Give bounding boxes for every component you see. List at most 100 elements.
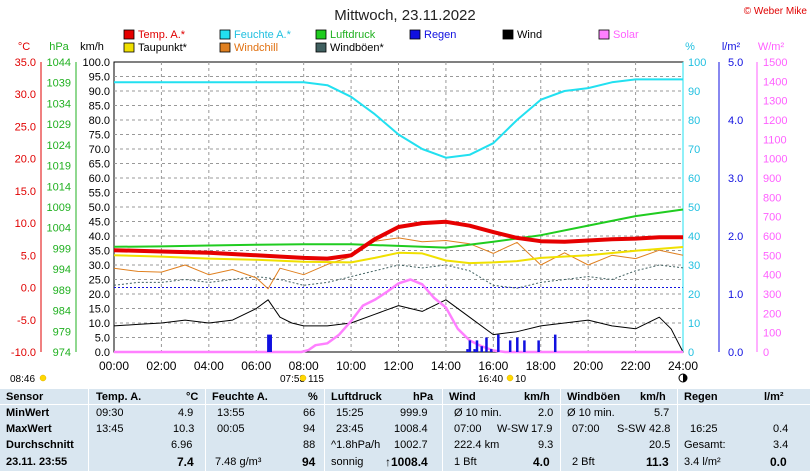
rain-bar xyxy=(480,346,483,352)
windboeen-max-dir: S-SW xyxy=(617,423,646,435)
header-wind-unit: km/h xyxy=(524,391,550,403)
copyright-text: © Weber Mike xyxy=(744,6,808,17)
temp-avg: 6.96 xyxy=(171,439,193,451)
legend-label-temp: Temp. A.* xyxy=(138,29,186,41)
legend-swatch-taupunkt xyxy=(123,42,135,53)
rain-bar xyxy=(508,340,512,352)
tick-temp: 0.0 xyxy=(21,283,36,295)
tick-kmh: 80.0 xyxy=(89,115,110,127)
tick-kmh: 50.0 xyxy=(89,202,110,214)
x-tick-label: 00:00 xyxy=(99,359,129,373)
sunrise-icon xyxy=(299,374,307,382)
legend-swatch-windboeen xyxy=(315,42,327,53)
legend-label-windchill: Windchill xyxy=(234,42,278,54)
tick-hpa: 1044 xyxy=(47,57,71,69)
tick-hpa: 994 xyxy=(53,264,71,276)
regen-now-label: 3.4 l/m² xyxy=(684,456,721,468)
tick-pct: 40 xyxy=(688,231,700,243)
wind-bft: 1 Bft xyxy=(454,456,477,468)
wind-max-dir: W-SW xyxy=(497,423,529,435)
tick-temp: 5.0 xyxy=(21,250,36,262)
weather-chart: Mittwoch, 23.11.2022 © Weber Mike Temp. A.… xyxy=(10,6,808,385)
tick-kmh: 10.0 xyxy=(89,318,110,330)
regen-total-val: 3.4 xyxy=(773,439,789,451)
daylength-sun-icon xyxy=(39,374,47,382)
tick-temp: 15.0 xyxy=(15,186,36,198)
row-label-min: MinWert xyxy=(6,407,50,419)
tick-pct: 0 xyxy=(688,347,694,359)
x-tick-label: 02:00 xyxy=(146,359,176,373)
day-length: 08:46 xyxy=(10,374,35,385)
tick-hpa: 1009 xyxy=(47,202,71,214)
wind-now: 4.0 xyxy=(533,455,550,469)
x-tick-label: 06:00 xyxy=(241,359,271,373)
rain-bar xyxy=(468,340,472,352)
tick-temp: 30.0 xyxy=(15,89,36,101)
moon-phase-shadow xyxy=(683,374,687,382)
tick-wm2: 800 xyxy=(763,192,781,204)
regen-max-time: 16:25 xyxy=(690,423,718,435)
legend-swatch-luftdruck xyxy=(315,29,327,40)
tick-kmh: 15.0 xyxy=(89,304,110,316)
legend-swatch-feuchte xyxy=(219,29,231,40)
header-temp: Temp. A. xyxy=(96,391,142,403)
legend-swatch-wind xyxy=(502,29,514,40)
x-tick-label: 14:00 xyxy=(431,359,461,373)
tick-kmh: 75.0 xyxy=(89,130,110,142)
rain-bar xyxy=(466,349,469,352)
header-luftdruck: Luftdruck xyxy=(331,391,382,403)
luftdruck-max-time: 23:45 xyxy=(336,423,364,435)
sunset-icon xyxy=(506,374,514,382)
rain-bar xyxy=(473,349,476,352)
tick-pct: 10 xyxy=(688,318,700,330)
x-tick-label: 24:00 xyxy=(668,359,698,373)
wind-dist-val: 9.3 xyxy=(538,439,554,451)
x-tick-label: 10:00 xyxy=(336,359,366,373)
tick-pct: 20 xyxy=(688,289,700,301)
tick-wm2: 900 xyxy=(763,173,781,185)
row-label-now: 23.11. 23:55 xyxy=(6,456,68,468)
tick-kmh: 0.0 xyxy=(95,347,110,359)
luftdruck-trend-label: ^1.8hPa/h xyxy=(331,439,381,451)
tick-hpa: 1029 xyxy=(47,119,71,131)
feuchte-avg: 88 xyxy=(303,439,316,451)
header-luftdruck-unit: hPa xyxy=(413,391,434,403)
tick-hpa: 1039 xyxy=(47,78,71,90)
rain-bar xyxy=(537,340,540,352)
luftdruck-trend-val: 1002.7 xyxy=(394,439,428,451)
feuchte-max-time: 00:05 xyxy=(217,423,245,435)
feuchte-now: 94 xyxy=(302,455,316,469)
tick-hpa: 1034 xyxy=(47,98,71,110)
feuchte-min-val: 66 xyxy=(303,407,316,419)
vertical-gridlines xyxy=(160,62,637,352)
rain-bar xyxy=(269,334,272,352)
regen-max-val: 0.4 xyxy=(773,423,789,435)
axis-unit-hpa: hPa xyxy=(49,41,69,53)
series-line-windben xyxy=(113,264,684,289)
tick-kmh: 95.0 xyxy=(89,72,110,84)
luftdruck-min-val: 999.9 xyxy=(400,407,428,419)
legend-label-regen: Regen xyxy=(424,29,456,41)
header-feuchte: Feuchte A. xyxy=(212,391,268,403)
rain-bar xyxy=(267,334,270,352)
tick-wm2: 1100 xyxy=(763,134,787,146)
axis-unit-temp: °C xyxy=(18,41,30,53)
tick-pct: 70 xyxy=(688,144,700,156)
tick-kmh: 25.0 xyxy=(89,275,110,287)
windboeen-min-label: Ø 10 min. xyxy=(567,407,615,419)
sunset-azimuth: 10 xyxy=(515,374,527,385)
legend-swatch-regen xyxy=(409,29,421,40)
sunrise-time: 07:53 xyxy=(280,374,305,385)
tick-lm2: 2.0 xyxy=(728,231,743,243)
luftdruck-now: ↑1008.4 xyxy=(385,455,428,469)
tick-lm2: 1.0 xyxy=(728,289,743,301)
tick-hpa: 1019 xyxy=(47,161,71,173)
tick-temp: 20.0 xyxy=(15,154,36,166)
windboeen-max-time: 07:00 xyxy=(572,423,600,435)
regen-now: 0.0 xyxy=(770,455,787,469)
tick-hpa: 974 xyxy=(53,347,71,359)
tick-kmh: 5.0 xyxy=(95,333,110,345)
series-line-feuchtea xyxy=(114,78,683,159)
series-line-wind xyxy=(113,299,684,353)
legend-swatch-temp xyxy=(123,29,135,40)
